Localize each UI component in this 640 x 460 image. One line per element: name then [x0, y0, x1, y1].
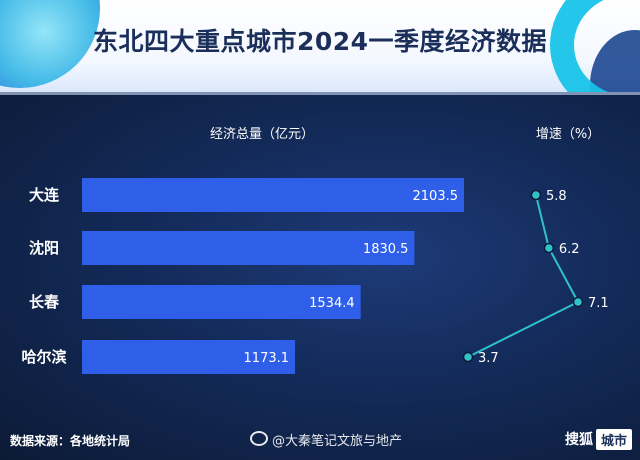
growth-point	[462, 351, 474, 363]
bars-group: 大连 2103.5 沈阳 1830.5 长春 1534.4 哈尔滨 1173.1	[21, 178, 464, 374]
growth-line	[467, 194, 580, 358]
category-label: 哈尔滨	[21, 348, 66, 366]
bar	[82, 231, 415, 265]
watermark: @大秦笔记文旅与地产	[250, 430, 402, 449]
chart-title: 东北四大重点城市2024一季度经济数据	[92, 27, 548, 56]
brand-name: 搜狐	[564, 432, 593, 448]
brand-logo: 搜狐 城市	[565, 428, 632, 450]
panel-divider	[0, 92, 640, 95]
growth-axis-title: 增速（%）	[536, 127, 600, 142]
data-source-note: 数据来源：各地统计局	[10, 434, 131, 448]
bar-value-label: 1830.5	[363, 242, 409, 257]
bar-value-label: 1173.1	[244, 351, 290, 366]
bar-value-label: 1534.4	[309, 296, 355, 311]
bar	[82, 178, 464, 212]
growth-point	[543, 242, 555, 254]
bar	[82, 340, 296, 374]
bar-value-label: 2103.5	[413, 189, 459, 204]
header-band	[0, 0, 640, 92]
weibo-icon	[250, 431, 268, 446]
category-label: 沈阳	[29, 239, 59, 257]
growth-point	[572, 296, 584, 308]
watermark-text: @大秦笔记文旅与地产	[272, 434, 403, 449]
category-label: 大连	[29, 186, 60, 204]
bar-axis-title: 经济总量（亿元）	[210, 127, 314, 142]
growth-value-label: 6.2	[559, 242, 580, 257]
category-label: 长春	[29, 293, 59, 311]
growth-value-label: 7.1	[588, 296, 609, 311]
growth-value-label: 3.7	[478, 351, 499, 366]
bar	[82, 285, 361, 319]
growth-point	[530, 189, 542, 201]
growth-value-label: 5.8	[546, 189, 567, 204]
brand-tag: 城市	[595, 428, 632, 450]
chart-panel	[0, 92, 640, 460]
growth-line-group: 5.8 6.2 7.1 3.7	[462, 189, 609, 366]
